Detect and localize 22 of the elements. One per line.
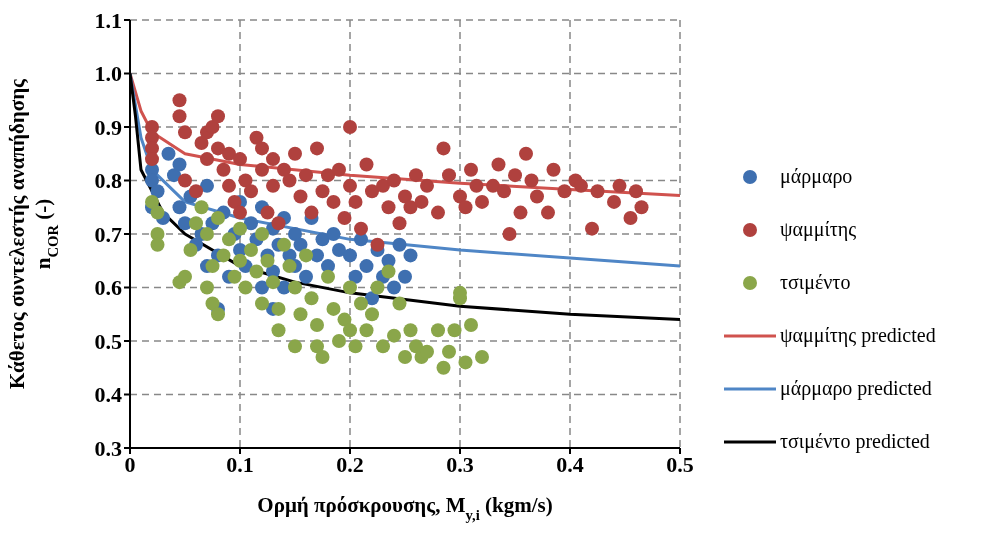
- x-tick-label: 0.2: [336, 451, 364, 477]
- legend-label: ψαμμίτης predicted: [780, 324, 936, 347]
- y-tick-label: 0.5: [94, 328, 122, 354]
- legend-label: τσιμέντο predicted: [780, 430, 930, 453]
- x-tick-label: 0.1: [226, 451, 254, 477]
- y-tick-label: 0.8: [94, 168, 122, 194]
- y-tick-label: 0.6: [94, 275, 122, 301]
- x-tick-label: 0.4: [556, 451, 584, 477]
- y-tick-label: 1.0: [94, 61, 122, 87]
- y-tick-label: 0.7: [94, 221, 122, 247]
- x-axis-title: Ορμή πρόσκρουσης, M$_{y,i}$ (kgm/s): [257, 493, 553, 523]
- legend-label: μάρμαρο predicted: [780, 377, 932, 400]
- y-tick-label: 0.9: [94, 114, 122, 140]
- legend-label: τσιμέντο: [780, 271, 851, 294]
- x-tick-label: 0: [124, 451, 136, 477]
- y-tick-label: 0.4: [94, 382, 122, 408]
- legend-label: ψαμμίτης: [780, 218, 857, 241]
- y-tick-label: 1.1: [94, 7, 122, 33]
- legend-label: μάρμαρο: [780, 165, 853, 188]
- x-tick-label: 0.5: [666, 451, 694, 477]
- x-tick-label: 0.3: [446, 451, 474, 477]
- y-tick-label: 0.3: [94, 435, 122, 461]
